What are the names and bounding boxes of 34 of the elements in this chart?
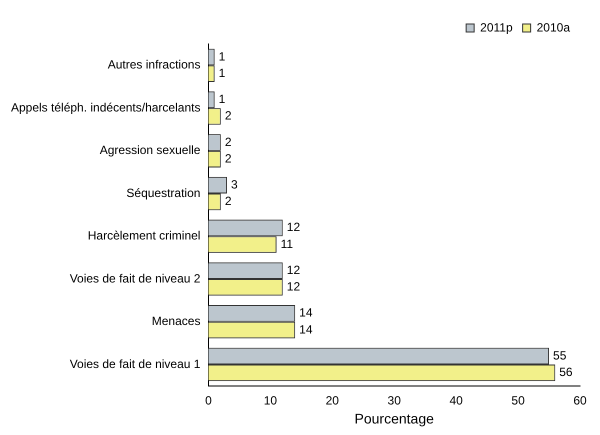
x-tick-label: 60 [573, 393, 587, 408]
legend-label: 2011p [480, 20, 513, 34]
x-tick-label: 10 [264, 393, 278, 408]
x-tick-label: 40 [449, 393, 464, 408]
data-label: 11 [280, 236, 294, 251]
data-label: 2 [224, 134, 232, 149]
y-tick-label: Voies de fait de niveau 1 [70, 356, 201, 371]
y-tick-label: Agression sexuelle [100, 143, 201, 158]
data-label: 2 [224, 194, 232, 208]
y-tick-label: Séquestration [126, 186, 200, 200]
legend-label: 2010a [536, 20, 570, 34]
data-label: 2 [224, 108, 232, 123]
x-tick-label: 30 [388, 393, 402, 408]
x-tick-label: 0 [205, 393, 212, 408]
data-label: 14 [299, 322, 313, 336]
y-tick-label: Menaces [152, 314, 200, 328]
data-label: 1 [218, 66, 226, 80]
y-tick-label: Autres infractions [108, 58, 200, 72]
x-axis-title: Pourcentage [354, 410, 434, 426]
data-label: 14 [299, 306, 313, 320]
x-tick-label: 20 [326, 393, 340, 408]
y-tick-label: Harcèlement criminel [88, 228, 200, 243]
data-label: 1 [218, 92, 226, 106]
data-label: 12 [286, 280, 300, 294]
y-tick-label: Voies de fait de niveau 2 [70, 271, 201, 286]
data-label: 3 [231, 178, 238, 192]
data-label: 12 [286, 220, 300, 234]
data-label: 1 [218, 49, 226, 64]
data-label: 2 [224, 151, 232, 166]
data-label: 56 [559, 365, 573, 380]
data-label: 55 [553, 348, 567, 362]
data-label: 12 [286, 262, 300, 277]
x-tick-label: 50 [511, 393, 526, 408]
y-tick-label: Appels téléph. indécents/harcelants [10, 100, 200, 114]
